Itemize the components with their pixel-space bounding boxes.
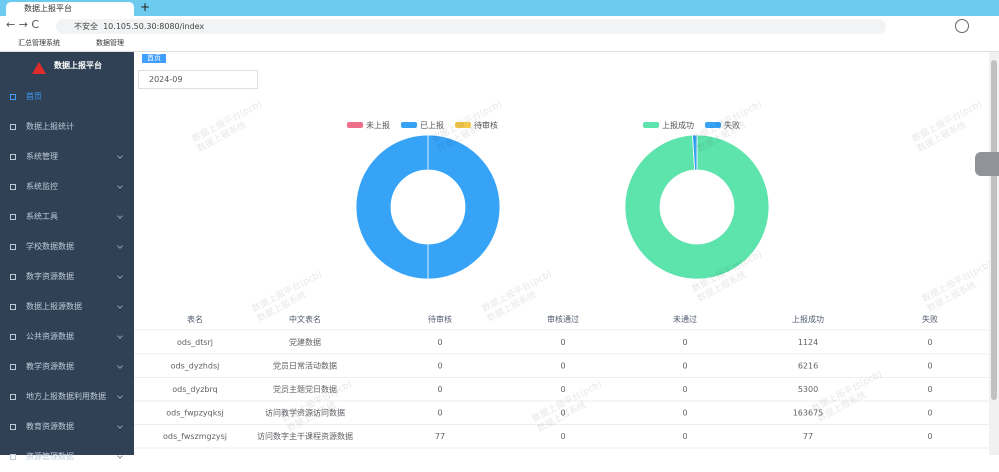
bookmark[interactable]: 数据管理 (96, 39, 124, 47)
table-cell: 0 (927, 409, 932, 418)
table-cell: 0 (437, 409, 442, 418)
security-label: 不安全 (74, 22, 98, 31)
table-cell: 党员日常活动数据 (273, 361, 337, 371)
table-cell: ods_dyzbrq (172, 385, 217, 394)
table-header: 上报成功 (792, 314, 824, 324)
url-box[interactable]: 不安全 10.105.50.30:8080/index (56, 19, 886, 34)
table-cell: 访问数字主干课程资源数据 (257, 431, 353, 441)
settings-button[interactable] (975, 152, 999, 176)
legend-swatch (401, 122, 417, 128)
table-header: 审核通过 (547, 314, 579, 324)
donut-segment (355, 134, 501, 280)
month-value: 2024-09 (149, 75, 183, 84)
menu-item[interactable]: 资源管理数据 (0, 442, 134, 472)
browser-tab[interactable]: 数据上报平台 (6, 2, 134, 16)
table-cell: 0 (560, 409, 565, 418)
legend-swatch (347, 122, 363, 128)
tab-label: 首页 (147, 54, 161, 62)
legend-label: 待审核 (474, 120, 498, 130)
table-cell: ods_fwszmgzysj (163, 432, 227, 441)
table-header: 表名 (187, 314, 203, 324)
legend-label: 上报成功 (662, 120, 694, 130)
table-header: 失败 (922, 314, 938, 324)
table-cell: 党员主题党日数据 (273, 384, 337, 394)
table-header: 待审核 (428, 314, 452, 324)
legend-swatch (705, 122, 721, 128)
table-cell: 0 (437, 385, 442, 394)
table-cell: 党建数据 (289, 337, 321, 347)
menu-item[interactable]: 地方上报数据利用数据 (0, 382, 134, 412)
nav-buttons[interactable]: ← → C (6, 18, 40, 31)
menu-item[interactable]: 教育资源数据 (0, 412, 134, 442)
table-cell: 6216 (798, 362, 818, 371)
table-cell: 0 (682, 362, 687, 371)
menu-item[interactable]: 教学资源数据 (0, 352, 134, 382)
table-cell: 0 (560, 385, 565, 394)
menu-item[interactable]: 数字资源数据 (0, 262, 134, 292)
scroll-thumb[interactable] (991, 60, 997, 400)
bookmark[interactable]: 汇总管理系统 (18, 39, 60, 47)
menu-item[interactable]: 系统监控 (0, 172, 134, 202)
table-cell: 0 (560, 338, 565, 347)
menu-item[interactable]: 首页 (0, 82, 134, 112)
legend-swatch (643, 122, 659, 128)
table-cell: 0 (560, 432, 565, 441)
table-header: 未通过 (673, 314, 697, 324)
menu-item[interactable]: 学校数据数据 (0, 232, 134, 262)
table-cell: ods_dyzhdsj (171, 362, 220, 371)
table-cell: 0 (437, 338, 442, 347)
menu-button[interactable] (955, 19, 969, 33)
table-cell: 0 (682, 338, 687, 347)
table-cell: 5300 (798, 385, 818, 394)
table-cell: 1124 (798, 338, 818, 347)
donut-segment (692, 134, 698, 171)
table-cell: 163675 (793, 409, 824, 418)
url: 10.105.50.30:8080/index (103, 22, 205, 31)
table-cell: 0 (927, 385, 932, 394)
table-cell: 访问教学资源访问数据 (265, 408, 345, 418)
menu-item[interactable]: 公共资源数据 (0, 322, 134, 352)
table-cell: 0 (560, 362, 565, 371)
legend-label: 未上报 (366, 120, 390, 130)
sidebar: 数据上报平台 首页 数据上报统计 系统管理 系统监控 系统工具 学校数据数据 数字资源数据数… (0, 52, 134, 461)
main: 首页 2024-09 未上报 已上报 待审核 上报成功 失败 表名 中文表名 待审核 审核通过未… (134, 52, 989, 455)
table-cell: 0 (927, 338, 932, 347)
table-cell: 77 (803, 432, 813, 441)
menu-item[interactable]: 数据上报统计 (0, 112, 134, 142)
tab-bar: 数据上报平台 + (0, 0, 999, 16)
table-cell: 0 (682, 385, 687, 394)
logo-icon (32, 62, 46, 74)
menu-item[interactable]: 系统管理 (0, 142, 134, 172)
table-cell: 0 (682, 409, 687, 418)
table-header: 中文表名 (289, 314, 321, 324)
donut-segment (624, 134, 770, 280)
table-cell: 0 (927, 362, 932, 371)
table-cell: 0 (927, 432, 932, 441)
month-picker[interactable]: 2024-09 (138, 70, 258, 89)
legend-label: 已上报 (420, 120, 444, 130)
legend-swatch (455, 122, 471, 128)
table-cell: ods_dtsrj (177, 338, 213, 347)
view-tab[interactable]: 首页 (142, 54, 166, 63)
logo-text: 数据上报平台 (54, 61, 102, 70)
table-cell: ods_fwpzyqksj (166, 409, 223, 418)
table-cell: 77 (435, 432, 445, 441)
page: 数据上报平台 + ← → C 不安全 10.105.50.30:8080/ind… (0, 0, 999, 455)
menu-item[interactable]: 系统工具 (0, 202, 134, 232)
bookmarks-bar: 汇总管理系统 数据管理 (0, 36, 999, 52)
new-tab[interactable]: + (140, 0, 151, 14)
legend-label: 失败 (724, 120, 740, 130)
table-cell: 0 (682, 432, 687, 441)
menu-item[interactable]: 数据上报源数据 (0, 292, 134, 322)
table-cell: 0 (437, 362, 442, 371)
